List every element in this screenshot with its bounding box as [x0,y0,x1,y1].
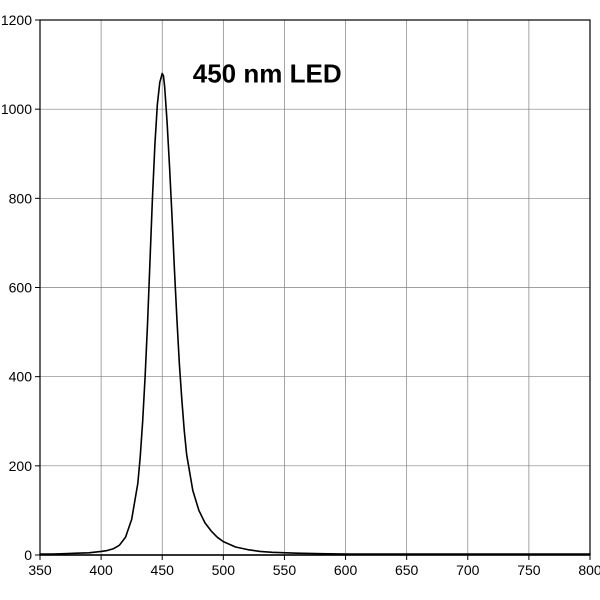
x-tick-label: 600 [334,562,358,578]
y-tick-label: 200 [9,458,33,474]
x-tick-label: 650 [395,562,419,578]
y-tick-label: 800 [9,190,33,206]
spectrum-chart: 350 400 450 500 550 600 650 700 750 800 0 200 400 600… [0,0,600,600]
x-tick-label: 350 [28,562,52,578]
chart-title: 450 nm LED [193,58,342,88]
x-tick-label: 500 [212,562,236,578]
x-tick-label: 450 [151,562,175,578]
x-tick-label: 700 [456,562,480,578]
y-tick-label: 1200 [1,12,32,28]
y-tick-label: 1000 [1,101,32,117]
x-tick-label: 550 [273,562,297,578]
y-tick-label: 0 [24,547,32,563]
y-tick-label: 600 [9,280,33,296]
x-tick-label: 400 [89,562,113,578]
chart-svg: 350 400 450 500 550 600 650 700 750 800 0 200 400 600… [0,0,600,600]
y-tick-label: 400 [9,369,33,385]
x-tick-label: 800 [578,562,600,578]
x-tick-label: 750 [517,562,541,578]
